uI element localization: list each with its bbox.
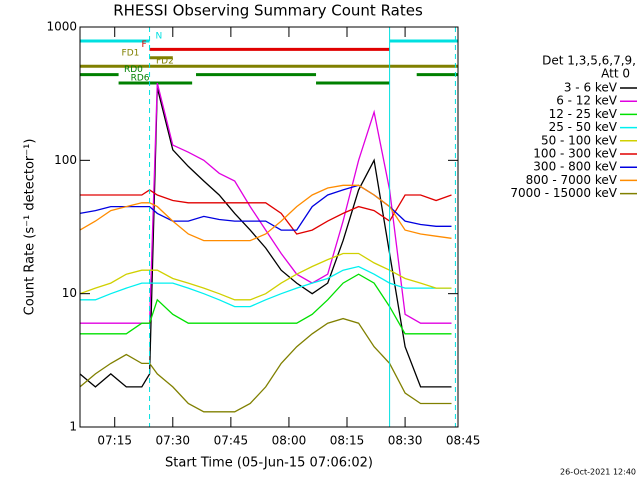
series-line — [79, 265, 452, 308]
chart-title: RHESSI Observing Summary Count Rates — [113, 2, 423, 20]
series-line — [79, 252, 452, 301]
legend-label: 25 - 50 keV — [549, 120, 618, 134]
x-axis-label: Start Time (05-Jun-15 07:06:02) — [165, 456, 373, 471]
legend-label: 6 - 12 keV — [556, 94, 618, 108]
x-tick-label: 07:15 — [97, 434, 132, 448]
y-tick-label: 100 — [54, 153, 77, 167]
series-line — [79, 273, 452, 335]
x-tick-label: 08:00 — [272, 434, 307, 448]
legend-title: Att 0 — [601, 67, 630, 81]
x-tick-label: 08:30 — [388, 434, 423, 448]
flag-label: FD2 — [156, 57, 174, 67]
x-tick-label: 08:45 — [446, 434, 481, 448]
legend-label: 3 - 6 keV — [564, 81, 618, 95]
footer: 26-Oct-2021 12:40 — [560, 468, 636, 477]
series-line — [79, 189, 452, 235]
series-line — [79, 317, 452, 413]
x-tick-label: 07:30 — [155, 434, 190, 448]
flag-label: RD6 — [131, 74, 150, 84]
x-tick-label: 07:45 — [214, 434, 249, 448]
flag-label: N — [156, 32, 163, 42]
legend-label: 12 - 25 keV — [549, 107, 618, 121]
legend-label: 50 - 100 keV — [541, 133, 618, 147]
legend-label: 800 - 7000 keV — [526, 173, 618, 187]
flag-label: RD0 — [124, 65, 143, 75]
plot-frame — [79, 26, 459, 428]
y-tick-label: 1 — [69, 420, 77, 434]
y-tick-label: 10 — [62, 286, 77, 300]
y-tick-label: 1000 — [46, 20, 77, 34]
flag-label: FD1 — [122, 48, 140, 58]
legend-label: 100 - 300 keV — [533, 147, 617, 161]
legend-title: Det 1,3,5,6,7,9, — [542, 54, 636, 68]
x-tick-label: 08:15 — [330, 434, 365, 448]
series-line — [79, 87, 452, 388]
series-line — [79, 184, 452, 242]
y-axis-label: Count Rate (s⁻¹ detector⁻¹) — [23, 139, 38, 316]
flag-label: F — [142, 40, 147, 50]
legend-label: 300 - 800 keV — [533, 160, 617, 174]
legend-label: 7000 - 15000 keV — [510, 186, 617, 200]
